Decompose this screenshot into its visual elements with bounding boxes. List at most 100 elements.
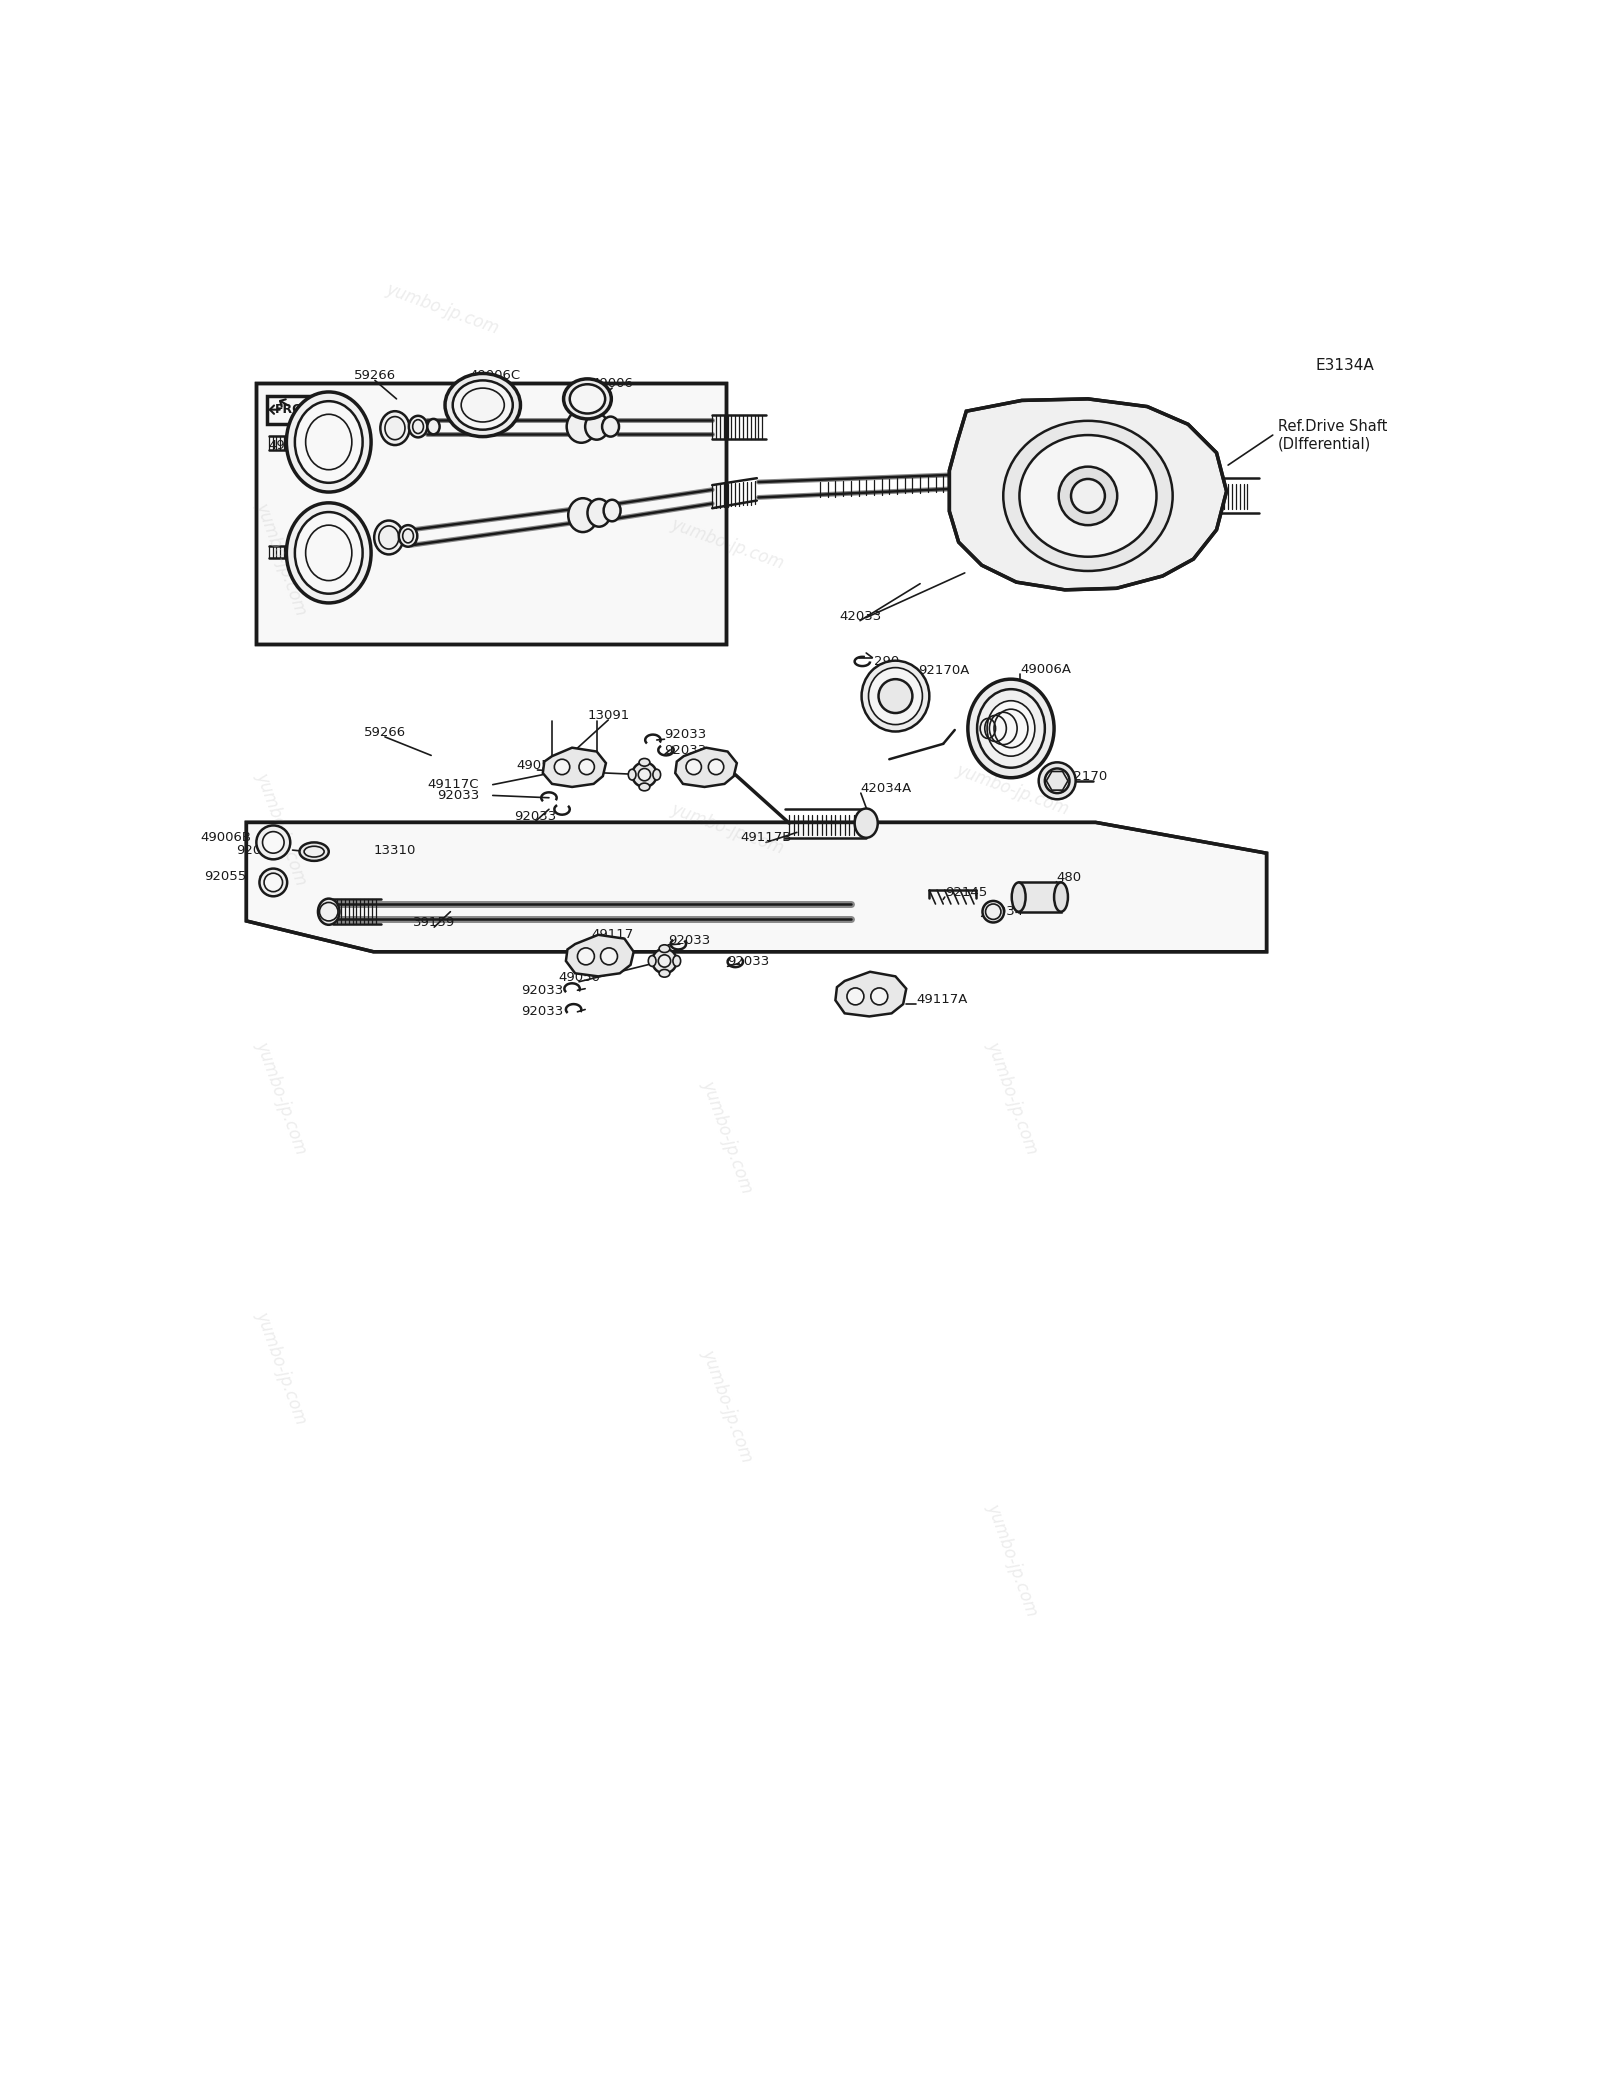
Circle shape xyxy=(1070,479,1106,513)
Text: yumbo-jp.com: yumbo-jp.com xyxy=(253,770,310,887)
Ellipse shape xyxy=(318,900,339,925)
Text: 42034: 42034 xyxy=(982,906,1024,918)
Bar xyxy=(1019,883,1061,912)
Text: 92033: 92033 xyxy=(522,983,563,996)
Circle shape xyxy=(686,759,701,774)
Text: 92033: 92033 xyxy=(664,728,707,741)
Ellipse shape xyxy=(659,946,670,952)
Circle shape xyxy=(878,680,912,713)
Text: 39159: 39159 xyxy=(413,916,456,929)
Ellipse shape xyxy=(453,381,512,429)
Ellipse shape xyxy=(1003,420,1173,571)
Ellipse shape xyxy=(861,661,930,732)
Text: 49050: 49050 xyxy=(517,759,558,772)
Text: 42034A: 42034A xyxy=(861,782,912,795)
Text: yumbo-jp.com: yumbo-jp.com xyxy=(384,280,502,337)
Ellipse shape xyxy=(629,770,635,780)
Text: 49006: 49006 xyxy=(590,377,634,389)
Bar xyxy=(256,383,726,644)
Ellipse shape xyxy=(603,500,621,521)
Ellipse shape xyxy=(568,498,597,531)
Circle shape xyxy=(262,833,285,854)
Text: E3134A: E3134A xyxy=(1315,358,1374,372)
Polygon shape xyxy=(542,747,606,787)
Circle shape xyxy=(632,761,656,787)
Ellipse shape xyxy=(638,782,650,791)
Ellipse shape xyxy=(869,667,923,724)
Text: yumbo-jp.com: yumbo-jp.com xyxy=(253,500,310,617)
Text: 92033: 92033 xyxy=(664,743,707,757)
Ellipse shape xyxy=(1054,883,1067,912)
Ellipse shape xyxy=(427,418,440,435)
Ellipse shape xyxy=(563,379,611,418)
Ellipse shape xyxy=(286,502,371,602)
Text: FRONT: FRONT xyxy=(275,404,323,416)
Text: 49117C: 49117C xyxy=(427,778,478,791)
Text: 49117A: 49117A xyxy=(917,994,968,1006)
Ellipse shape xyxy=(374,521,403,554)
Ellipse shape xyxy=(294,402,363,483)
Polygon shape xyxy=(246,822,1267,952)
Circle shape xyxy=(658,954,670,967)
Text: 92170: 92170 xyxy=(1066,770,1107,782)
Ellipse shape xyxy=(570,385,605,414)
Circle shape xyxy=(1045,768,1069,793)
Text: 290: 290 xyxy=(874,655,899,667)
Text: 92055A: 92055A xyxy=(237,843,288,856)
Text: yumbo-jp.com: yumbo-jp.com xyxy=(984,1040,1042,1157)
Polygon shape xyxy=(675,747,738,787)
Circle shape xyxy=(579,759,594,774)
Ellipse shape xyxy=(1019,435,1157,556)
Text: 92033: 92033 xyxy=(437,789,478,801)
Circle shape xyxy=(259,868,286,895)
Circle shape xyxy=(846,987,864,1004)
Ellipse shape xyxy=(638,759,650,766)
Circle shape xyxy=(256,826,290,860)
Circle shape xyxy=(554,759,570,774)
Circle shape xyxy=(870,987,888,1004)
Ellipse shape xyxy=(987,701,1035,755)
Text: yumbo-jp.com: yumbo-jp.com xyxy=(699,1077,757,1197)
Circle shape xyxy=(600,948,618,964)
Ellipse shape xyxy=(586,414,608,439)
Ellipse shape xyxy=(299,843,328,862)
Ellipse shape xyxy=(294,513,363,594)
Ellipse shape xyxy=(602,416,619,437)
Ellipse shape xyxy=(566,410,595,444)
Ellipse shape xyxy=(304,847,325,858)
Text: 92055: 92055 xyxy=(205,870,246,883)
Text: 92033: 92033 xyxy=(669,933,710,948)
Ellipse shape xyxy=(978,688,1045,768)
Text: 92145: 92145 xyxy=(944,885,987,900)
Text: 49050: 49050 xyxy=(558,971,600,983)
Circle shape xyxy=(1059,467,1117,525)
Text: (DIfferential): (DIfferential) xyxy=(1278,435,1371,452)
Text: 13091: 13091 xyxy=(587,709,629,722)
Text: 49117B: 49117B xyxy=(741,831,792,845)
Ellipse shape xyxy=(1011,883,1026,912)
Text: 49117: 49117 xyxy=(592,929,634,941)
Ellipse shape xyxy=(968,680,1054,778)
Text: 59266: 59266 xyxy=(354,370,397,383)
Ellipse shape xyxy=(982,902,1005,923)
Ellipse shape xyxy=(587,500,611,527)
Text: 42033: 42033 xyxy=(838,609,882,623)
Text: 480: 480 xyxy=(1056,870,1082,883)
Circle shape xyxy=(653,948,677,973)
Text: 49006D: 49006D xyxy=(269,439,322,452)
Ellipse shape xyxy=(674,956,680,967)
Text: 92033: 92033 xyxy=(514,810,557,824)
Bar xyxy=(267,395,330,423)
Text: 49006C: 49006C xyxy=(469,370,520,383)
Text: yumbo-jp.com: yumbo-jp.com xyxy=(984,1500,1042,1619)
Text: yumbo-jp.com: yumbo-jp.com xyxy=(253,1040,310,1157)
Ellipse shape xyxy=(659,969,670,977)
Text: 49006B: 49006B xyxy=(200,831,251,845)
Text: yumbo-jp.com: yumbo-jp.com xyxy=(954,454,1072,510)
Ellipse shape xyxy=(398,525,418,546)
Text: yumbo-jp.com: yumbo-jp.com xyxy=(669,799,787,858)
Text: yumbo-jp.com: yumbo-jp.com xyxy=(699,1347,757,1464)
Ellipse shape xyxy=(286,391,371,492)
Ellipse shape xyxy=(653,770,661,780)
Text: Ref.Drive Shaft: Ref.Drive Shaft xyxy=(1278,418,1387,435)
